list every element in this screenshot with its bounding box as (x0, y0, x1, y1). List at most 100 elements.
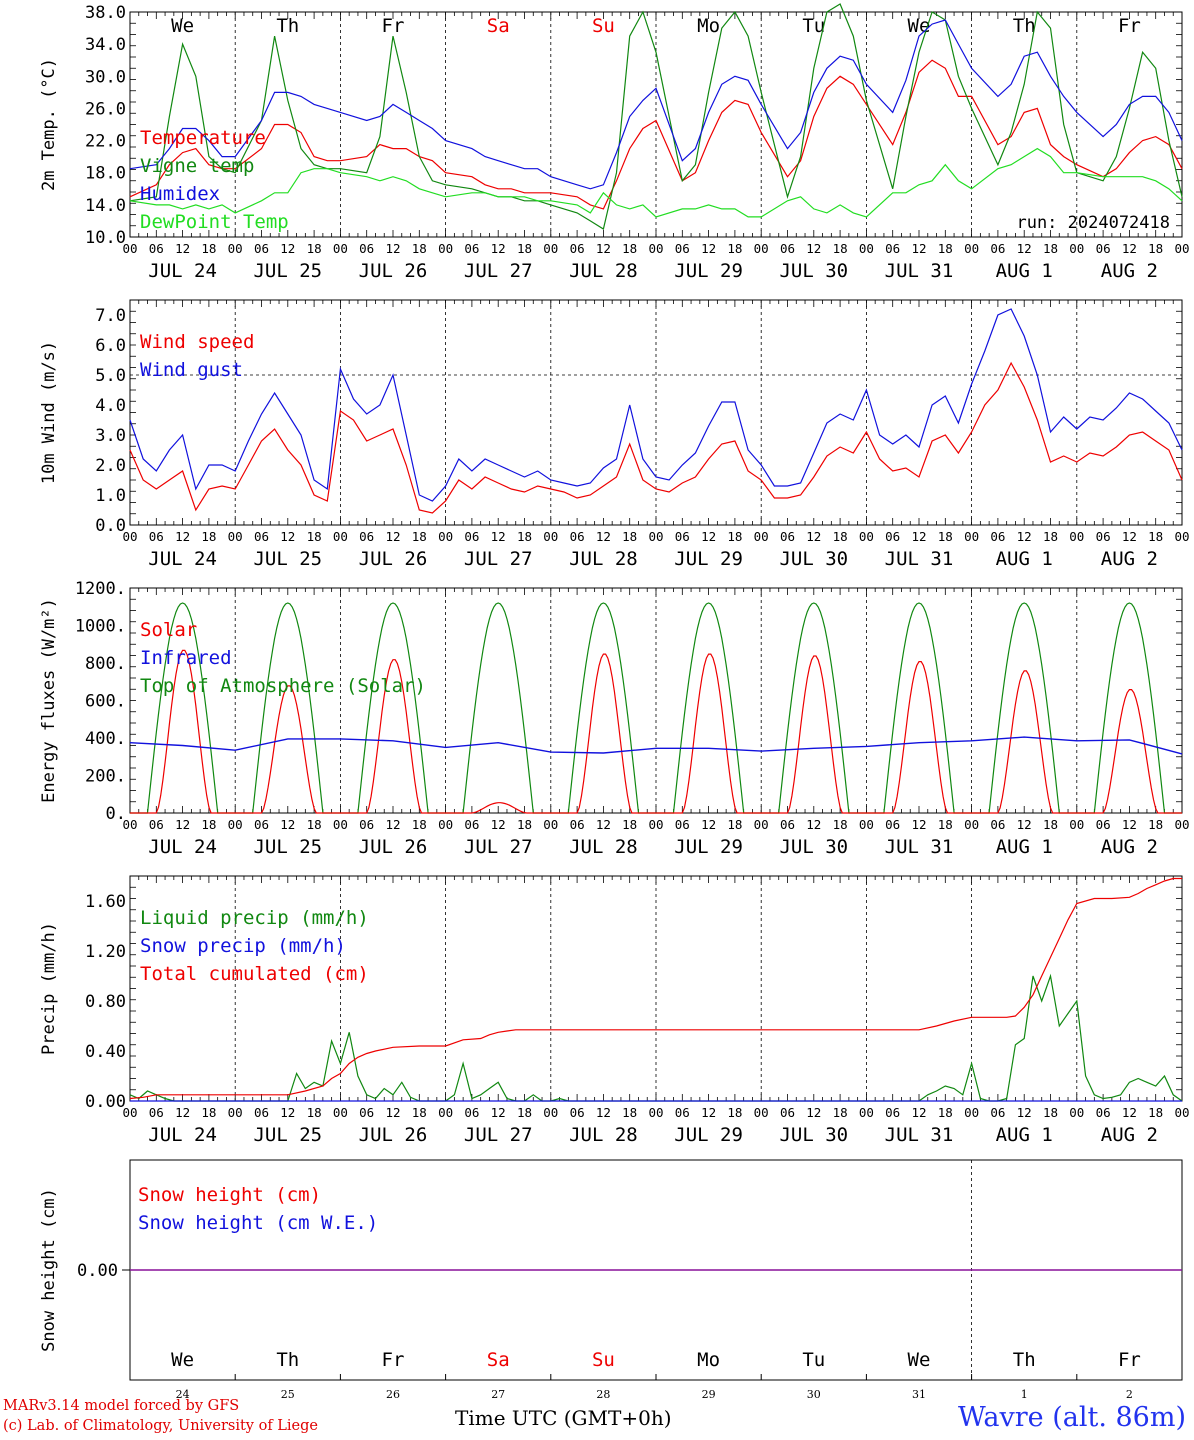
temperature-hour-label: 12 (491, 241, 506, 256)
energy-date-label: JUL 27 (464, 836, 533, 858)
temperature-date-label: JUL 29 (674, 260, 743, 282)
wind-date-label: JUL 26 (359, 548, 428, 570)
snow-day-number: 24 (176, 1388, 190, 1401)
temperature-hour-label: 00 (859, 241, 874, 256)
energy-hour-label: 06 (359, 817, 374, 832)
temperature-hour-label: 18 (1148, 241, 1163, 256)
energy-hour-label: 06 (780, 817, 795, 832)
temperature-date-label: JUL 24 (148, 260, 217, 282)
temperature-ytick-label: 10.0 (85, 228, 126, 248)
wind-hour-label: 12 (806, 529, 821, 544)
precip-date-label: AUG 2 (1101, 1124, 1158, 1146)
snow-ytick-label: 0.00 (77, 1261, 118, 1281)
precip-ytick-label: 0.80 (85, 992, 126, 1012)
temperature-hour-label: 00 (964, 241, 979, 256)
precip-hour-label: 00 (333, 1105, 348, 1120)
wind-hour-label: 18 (1043, 529, 1058, 544)
energy-hour-label: 00 (648, 817, 663, 832)
series-total-cumulated-cm- (129, 877, 1182, 1100)
precip-hour-label: 00 (122, 1105, 137, 1120)
precip-hour-label: 18 (1043, 1105, 1058, 1120)
legend-top-of-atmosphere-solar-: Top of Atmosphere (Solar) (140, 675, 426, 697)
energy-date-label: JUL 29 (674, 836, 743, 858)
energy-ytick-label: 800. (85, 654, 126, 674)
precip-hour-label: 06 (780, 1105, 795, 1120)
wind-hour-label: 06 (464, 529, 479, 544)
temp-weekday-label: Sa (487, 15, 510, 37)
temperature-hour-label: 12 (1017, 241, 1032, 256)
wind-date-label: AUG 2 (1101, 548, 1158, 570)
snow-weekday-label: Su (592, 1349, 615, 1371)
location-title: Wavre (alt. 86m) (958, 1402, 1186, 1433)
energy-hour-label: 00 (1069, 817, 1084, 832)
precip-date-label: JUL 26 (359, 1124, 428, 1146)
energy-hour-label: 06 (1096, 817, 1111, 832)
wind-hour-label: 12 (701, 529, 716, 544)
temperature-hour-label: 18 (622, 241, 637, 256)
precip-hour-label: 06 (1096, 1105, 1111, 1120)
wind-hour-label: 06 (885, 529, 900, 544)
temperature-hour-label: 06 (780, 241, 795, 256)
temperature-hour-label: 12 (175, 241, 190, 256)
temperature-ytick-label: 22.0 (85, 132, 126, 152)
wind-ytick-label: 4.0 (95, 396, 126, 416)
temperature-hour-label: 18 (938, 241, 953, 256)
precip-ytick-label: 0.40 (85, 1042, 126, 1062)
wind-hour-label: 12 (385, 529, 400, 544)
wind-hour-label: 18 (412, 529, 427, 544)
precip-hour-label: 00 (543, 1105, 558, 1120)
temp-weekday-label: Tu (802, 15, 825, 37)
precip-hour-label: 18 (1148, 1105, 1163, 1120)
wind-hour-label: 06 (359, 529, 374, 544)
temperature-hour-label: 06 (1096, 241, 1111, 256)
snow-weekday-label: Sa (487, 1349, 510, 1371)
snow-weekday-label: Th (276, 1349, 299, 1371)
energy-hour-label: 00 (1174, 817, 1189, 832)
wind-hour-label: 18 (517, 529, 532, 544)
precip-ytick-label: 1.20 (85, 942, 126, 962)
snow-day-number: 26 (386, 1388, 400, 1401)
energy-ytick-label: 600. (85, 692, 126, 712)
temperature-date-label: JUL 31 (885, 260, 954, 282)
temperature-hour-label: 18 (307, 241, 322, 256)
wind-ytick-label: 0.0 (95, 516, 126, 536)
temp-weekday-label: Su (592, 15, 615, 37)
energy-date-label: JUL 30 (779, 836, 848, 858)
precip-hour-label: 06 (675, 1105, 690, 1120)
precip-date-label: JUL 31 (885, 1124, 954, 1146)
legend-wind-speed: Wind speed (140, 331, 254, 353)
wind-ylabel: 10m Wind (m/s) (39, 341, 59, 484)
temperature-hour-label: 18 (1043, 241, 1058, 256)
legend-solar: Solar (140, 619, 197, 641)
energy-hour-label: 12 (911, 817, 926, 832)
precip-hour-label: 12 (1122, 1105, 1137, 1120)
energy-hour-label: 18 (938, 817, 953, 832)
snow-ylabel: Snow height (cm) (39, 1188, 59, 1352)
energy-ytick-label: 400. (85, 729, 126, 749)
wind-hour-label: 18 (938, 529, 953, 544)
energy-date-label: AUG 2 (1101, 836, 1158, 858)
wind-hour-label: 18 (622, 529, 637, 544)
series-vigne-temp (129, 3, 1183, 230)
snow-day-number: 1 (1021, 1388, 1028, 1401)
precip-hour-label: 12 (175, 1105, 190, 1120)
precip-hour-label: 06 (149, 1105, 164, 1120)
energy-date-label: JUL 31 (885, 836, 954, 858)
energy-hour-label: 12 (1122, 817, 1137, 832)
energy-hour-label: 06 (254, 817, 269, 832)
energy-hour-label: 18 (517, 817, 532, 832)
temp-weekday-label: Th (1013, 15, 1036, 37)
energy-hour-label: 12 (596, 817, 611, 832)
precip-hour-label: 12 (911, 1105, 926, 1120)
wind-hour-label: 12 (491, 529, 506, 544)
temp-weekday-label: Fr (382, 15, 405, 37)
snow-weekday-label: Mo (697, 1349, 720, 1371)
wind-hour-label: 12 (911, 529, 926, 544)
energy-hour-label: 18 (833, 817, 848, 832)
time-axis-label: Time UTC (GMT+0h) (455, 1406, 672, 1430)
energy-hour-label: 00 (964, 817, 979, 832)
snow-day-number: 30 (807, 1388, 821, 1401)
energy-hour-label: 12 (280, 817, 295, 832)
wind-ytick-label: 3.0 (95, 426, 126, 446)
precip-hour-label: 12 (701, 1105, 716, 1120)
